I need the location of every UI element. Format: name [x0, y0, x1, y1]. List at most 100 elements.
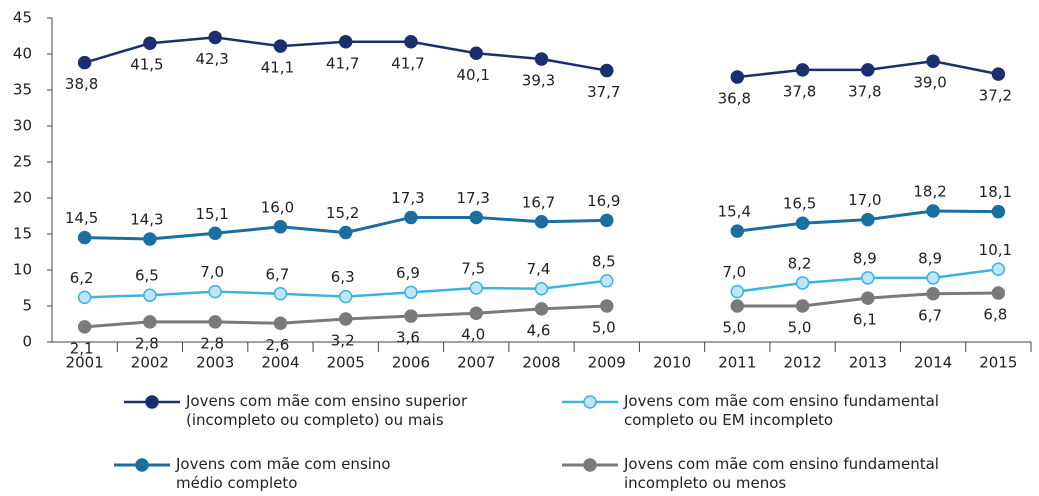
point — [600, 213, 614, 228]
point — [208, 30, 222, 45]
data-label: 6,1 — [853, 311, 877, 329]
data-label: 17,3 — [457, 189, 490, 207]
legend-item: Jovens com mãe com ensino fundamental co… — [560, 392, 1004, 430]
data-label: 37,7 — [587, 83, 620, 101]
point — [77, 290, 92, 305]
data-label: 2,8 — [135, 334, 159, 352]
point — [77, 55, 92, 70]
legend-label: Jovens com mãe com ensino fundamental co… — [624, 392, 939, 429]
point — [991, 67, 1006, 81]
y-tick-label: 30 — [13, 117, 32, 135]
x-tick-label: 2012 — [783, 354, 821, 372]
x-tick-label: 2009 — [588, 354, 626, 372]
point — [534, 52, 549, 66]
x-tick-label: 2004 — [261, 354, 299, 372]
data-label: 14,3 — [130, 211, 163, 229]
y-tick-label: 25 — [13, 153, 32, 171]
legend-swatch — [124, 395, 180, 409]
y-tick-label: 20 — [13, 189, 32, 207]
data-label: 37,2 — [979, 87, 1012, 105]
legend-swatch — [562, 395, 618, 409]
data-label: 41,7 — [391, 54, 424, 72]
legend: Jovens com mãe com ensino superior (inco… — [0, 380, 1039, 496]
data-label: 15,4 — [718, 203, 751, 221]
point — [926, 204, 940, 218]
point — [534, 215, 549, 229]
point — [469, 281, 483, 295]
data-label: 17,3 — [391, 189, 424, 207]
point — [143, 288, 157, 302]
point — [730, 70, 745, 84]
data-label: 5,0 — [592, 319, 616, 337]
legend-label: Jovens com mãe com ensino médio completo — [176, 455, 391, 492]
point — [600, 299, 614, 313]
legend-label: Jovens com mãe com ensino superior (inco… — [186, 392, 468, 429]
data-label: 4,0 — [461, 326, 485, 344]
data-label: 8,5 — [592, 252, 616, 270]
data-label: 8,2 — [788, 254, 812, 272]
x-tick-label: 2015 — [979, 354, 1017, 372]
point — [861, 63, 875, 77]
data-label: 6,8 — [983, 306, 1007, 324]
point — [143, 232, 157, 246]
data-label: 16,9 — [587, 192, 620, 210]
data-label: 6,2 — [70, 269, 94, 287]
point — [338, 312, 353, 326]
data-label: 39,0 — [913, 74, 946, 92]
data-label: 6,7 — [266, 265, 290, 283]
data-label: 42,3 — [195, 50, 228, 68]
legend-marker — [583, 395, 597, 409]
data-label: 8,9 — [853, 249, 877, 267]
data-label: 18,2 — [913, 182, 946, 200]
x-tick-label: 2010 — [653, 354, 691, 372]
point — [208, 284, 222, 299]
data-label: 5,0 — [722, 319, 746, 337]
point — [991, 204, 1006, 219]
point — [77, 320, 92, 334]
point — [795, 276, 810, 290]
x-tick-label: 2014 — [914, 354, 952, 372]
data-label: 7,5 — [461, 260, 485, 278]
data-label: 6,5 — [135, 267, 159, 285]
point — [795, 216, 810, 230]
data-label: 14,5 — [65, 209, 98, 227]
data-label: 3,2 — [331, 331, 355, 349]
point — [338, 225, 353, 240]
point — [730, 299, 745, 313]
point — [600, 63, 614, 78]
point — [600, 274, 614, 288]
point — [143, 315, 157, 329]
point — [861, 271, 875, 285]
point — [534, 281, 549, 296]
data-label: 7,0 — [722, 263, 746, 281]
data-label: 41,7 — [326, 54, 359, 72]
point — [273, 287, 288, 301]
point — [991, 262, 1006, 277]
data-label: 40,1 — [457, 66, 490, 84]
data-label: 7,4 — [527, 260, 551, 278]
x-tick-label: 2007 — [457, 354, 495, 372]
point — [926, 287, 940, 301]
point — [730, 284, 745, 299]
data-label: 41,5 — [130, 56, 163, 74]
point — [208, 226, 222, 241]
legend-item: Jovens com mãe com ensino superior (inco… — [122, 392, 526, 430]
data-label: 6,9 — [396, 264, 420, 282]
point — [861, 212, 875, 227]
point — [273, 39, 288, 53]
y-tick-label: 10 — [13, 261, 32, 279]
legend-swatch — [114, 458, 170, 472]
data-label: 10,1 — [979, 241, 1012, 259]
point — [273, 220, 288, 234]
point — [143, 36, 157, 50]
point — [77, 230, 92, 245]
y-tick-label: 45 — [13, 9, 32, 27]
data-label: 2,6 — [266, 336, 290, 354]
point — [534, 302, 549, 316]
data-label: 39,3 — [522, 72, 555, 90]
point — [338, 35, 353, 49]
data-label: 2,1 — [70, 339, 94, 357]
point — [469, 306, 483, 320]
point — [338, 289, 353, 304]
